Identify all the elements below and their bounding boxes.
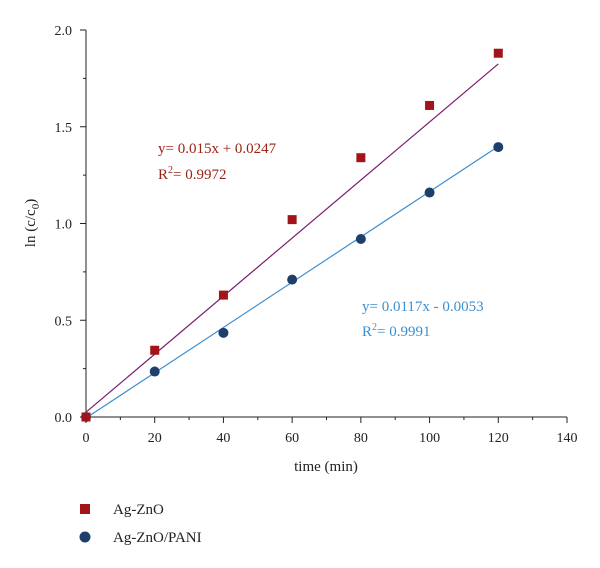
pani-r2-label: R [362,324,372,340]
y-axis-title-close: ) [23,199,39,204]
ag-zno-r2-value: = 0.9972 [173,167,226,183]
legend-marker-square [80,504,90,514]
ag-zno-pani-point [149,366,160,377]
legend-label-ag-zno: Ag-ZnO [113,502,164,518]
pani-equation: y= 0.0117x - 0.0053 [362,299,484,315]
x-axis-title: time (min) [294,459,358,475]
ag-zno-r2: R2= 0.9972 [158,165,226,183]
y-tick-label: 0.0 [55,411,73,426]
x-tick-label: 60 [285,431,299,446]
ag-zno-pani-point [424,187,435,198]
pani-r2-sup: 2 [372,322,377,333]
x-tick-label: 40 [216,431,230,446]
x-tick-label: 120 [488,431,509,446]
y-tick-label: 2.0 [55,24,73,39]
y-axis-title-sub: 0 [30,203,42,209]
y-tick-label: 1.5 [55,121,73,136]
ag-zno-r2-label: R [158,167,168,183]
fit-lines [85,63,499,419]
x-tick-label: 140 [557,431,578,446]
ag-zno-point [356,153,366,163]
x-tick-label: 80 [354,431,368,446]
y-axis-title-main: ln (c/c [23,209,39,247]
ag-zno-point [81,412,91,422]
legend: Ag-ZnO Ag-ZnO/PANI [79,502,202,546]
x-tick-label: 20 [148,431,162,446]
legend-marker-circle [79,531,91,543]
ag-zno-pani-point [355,233,366,244]
ag-zno-point [493,48,503,58]
ag-zno-equation: y= 0.015x + 0.0247 [158,141,277,157]
fit-line-ag-zno [85,63,499,413]
x-tick-label: 0 [83,431,90,446]
pani-r2: R2= 0.9991 [362,322,430,340]
y-tick-label: 0.5 [55,314,73,329]
ag-zno-pani-point [493,142,504,153]
ag-zno-pani-point [287,274,298,285]
x-tick-label: 100 [419,431,440,446]
y-tick-label: 1.0 [55,218,73,233]
ag-zno-point [218,290,228,300]
ag-zno-r2-sup: 2 [168,165,173,176]
ag-zno-pani-point [218,327,229,338]
axes [85,30,567,418]
ag-zno-point [150,345,160,355]
ticks: 0 20 40 60 80 100 120 140 0.0 0.5 1.0 1.5 2.0 [55,24,578,446]
legend-label-ag-zno-pani: Ag-ZnO/PANI [113,530,202,546]
data-points [81,48,504,422]
ag-zno-point [425,100,435,110]
ag-zno-point [287,215,297,225]
pani-r2-value: = 0.9991 [377,324,430,340]
y-axis-title: ln (c/c0) [23,199,42,247]
